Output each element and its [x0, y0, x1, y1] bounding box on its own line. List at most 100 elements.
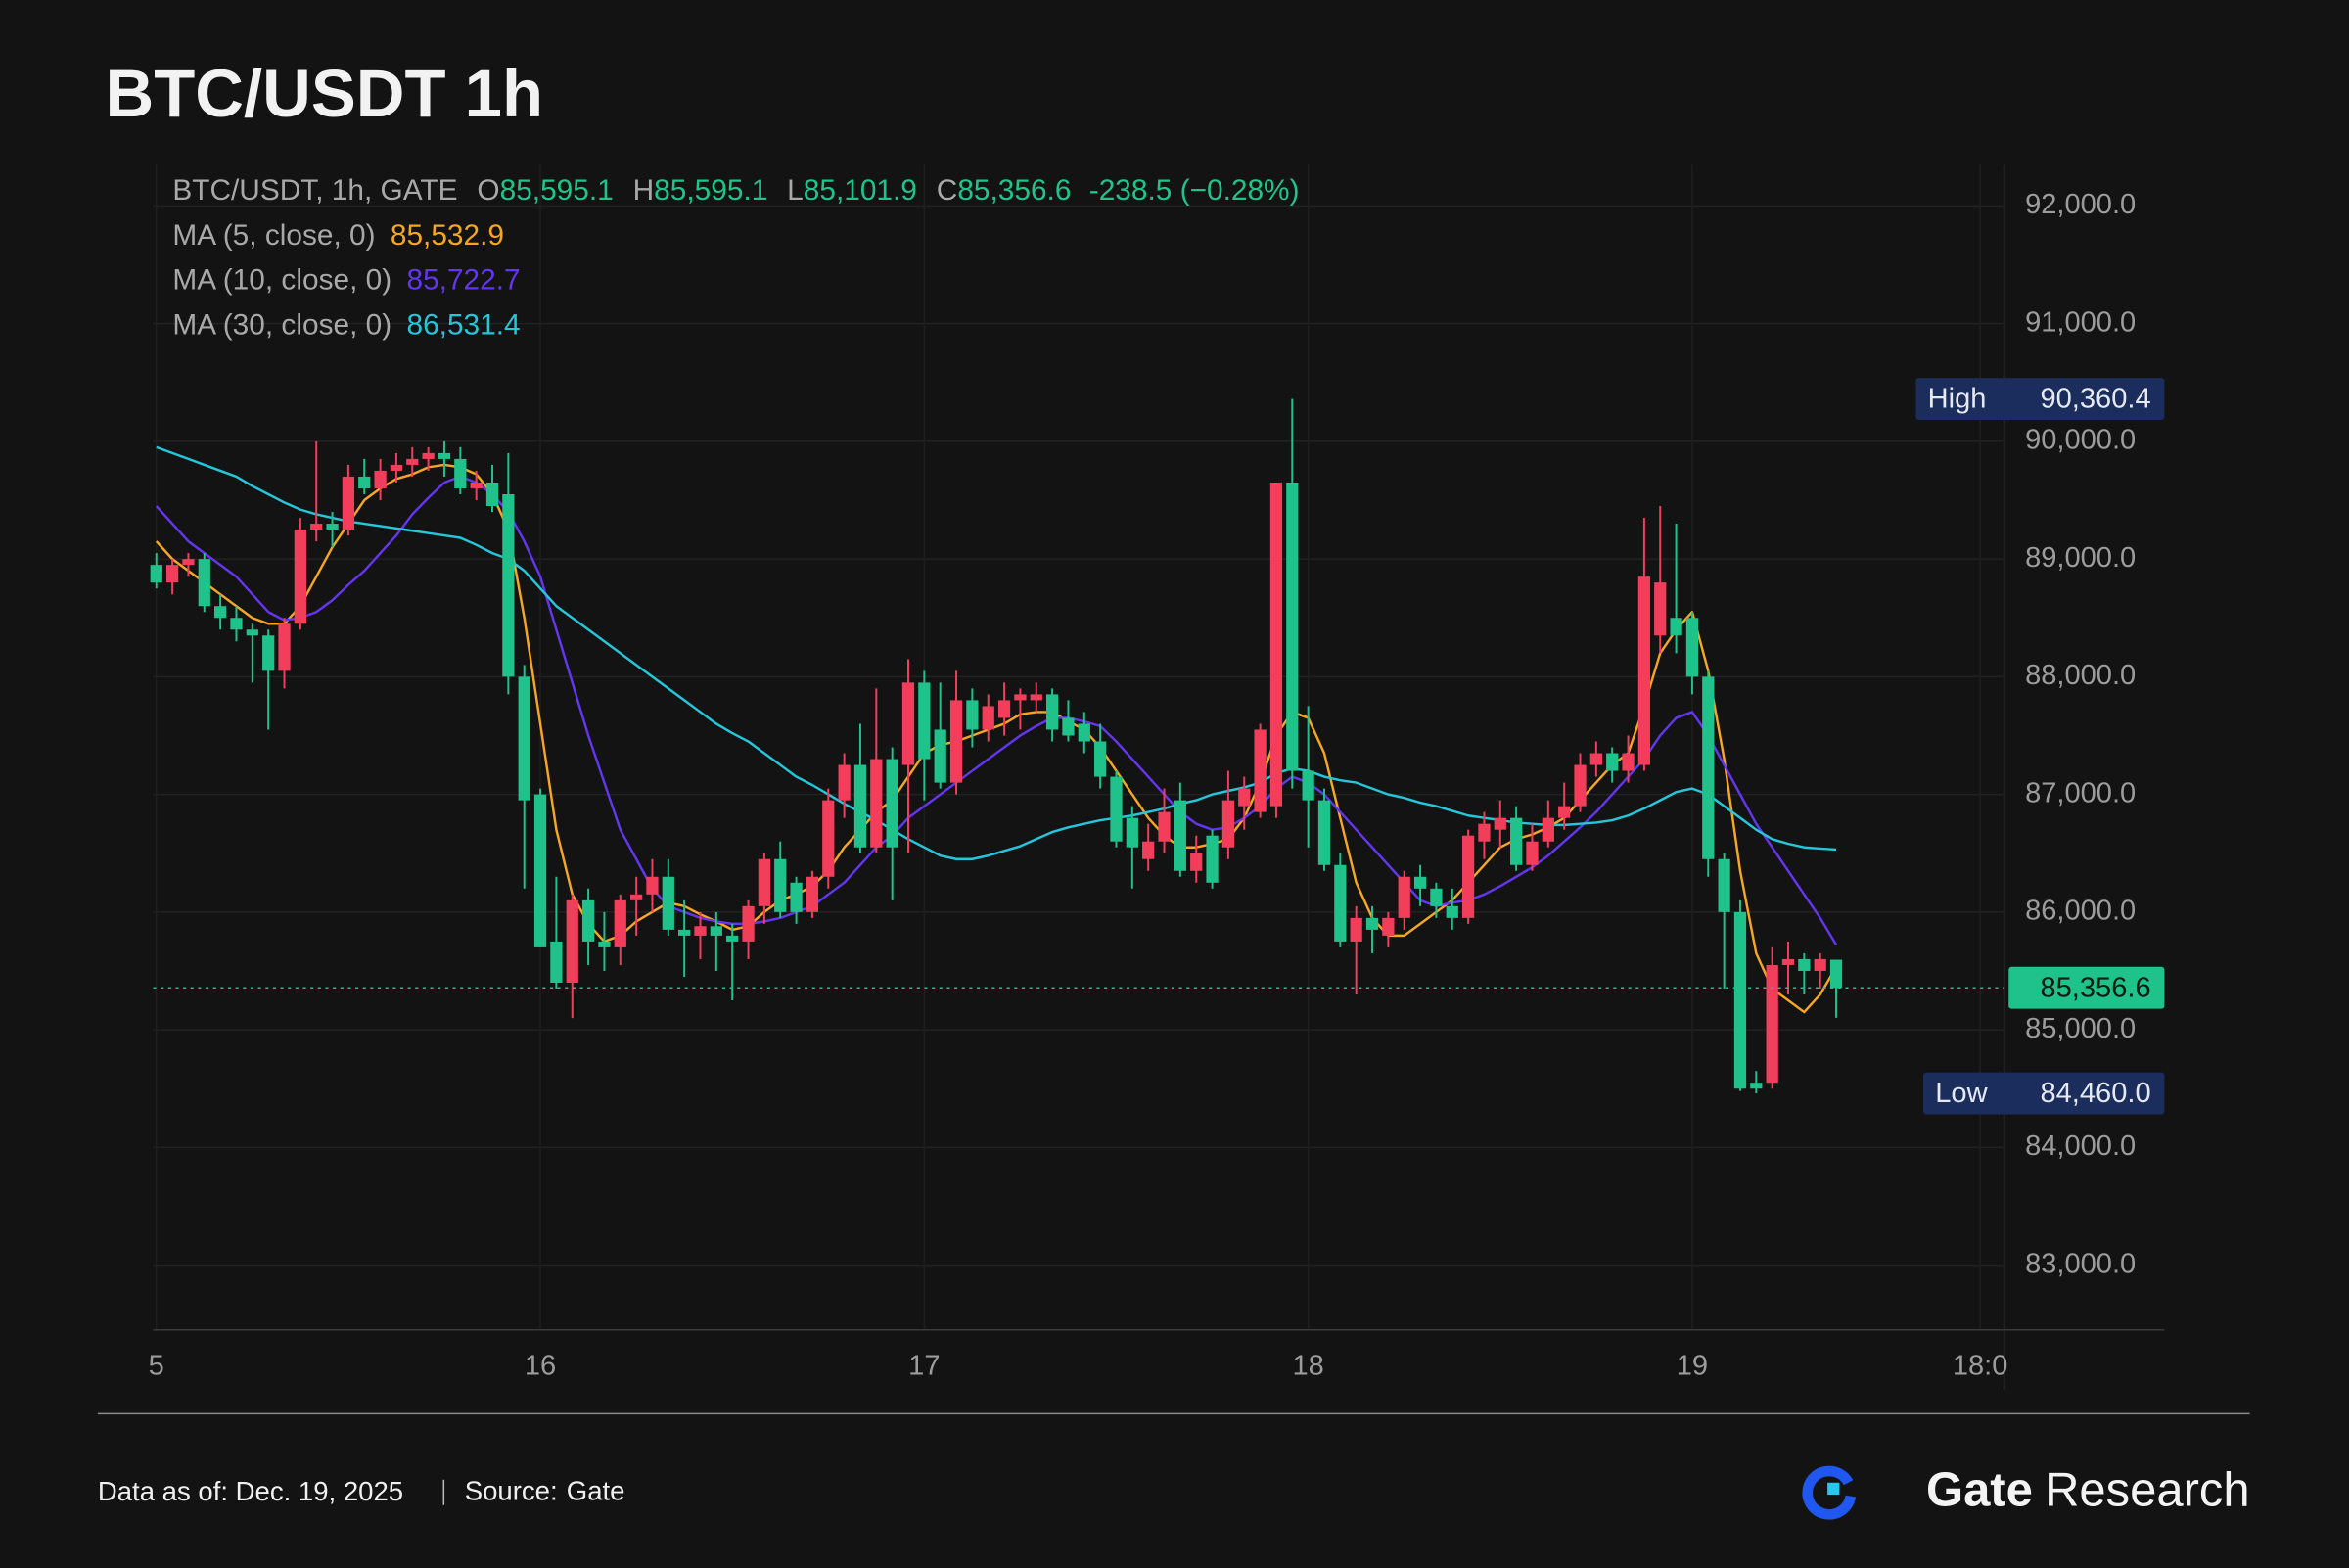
candle-body — [1589, 753, 1602, 765]
ma-line — [155, 463, 1838, 1014]
candle-body — [1510, 817, 1523, 865]
candle-body — [1574, 764, 1587, 807]
candle-body — [358, 476, 371, 488]
legend-value: 85,595.1 — [500, 174, 614, 207]
legend-key: H — [633, 174, 655, 207]
y-tick-label: 90,000.0 — [2025, 425, 2136, 456]
candle-body — [262, 635, 275, 671]
candle-body — [886, 759, 898, 848]
candle-body — [1750, 1083, 1763, 1089]
ma-legend: MA (5, close, 0) 85,532.9 MA (10, close, 0… — [172, 219, 520, 342]
candle-body — [806, 876, 819, 912]
candle-body — [694, 926, 707, 936]
candle-body — [1269, 482, 1283, 807]
candle-body — [790, 882, 803, 912]
candle-body — [1062, 717, 1075, 736]
candle-body — [1078, 723, 1090, 742]
legend-value: 85,356.6 — [957, 174, 1071, 207]
ma-line — [155, 475, 1838, 945]
candle-body — [1302, 770, 1314, 801]
candle-body — [1526, 841, 1539, 865]
candle-body — [1685, 618, 1699, 677]
candle-body — [934, 729, 946, 783]
price-marker-value: 84,460.0 — [2040, 1078, 2150, 1109]
legend-key: L — [787, 174, 804, 207]
candle-body — [150, 565, 162, 583]
ma-legend-value: 86,531.4 — [406, 308, 520, 341]
candle-body — [470, 482, 483, 488]
candle-body — [310, 524, 323, 530]
candle-body — [1350, 917, 1362, 942]
candle-body — [422, 452, 435, 459]
candle-body — [342, 476, 355, 530]
candle-body — [678, 929, 691, 936]
candle-body — [918, 682, 931, 760]
candle-body — [246, 629, 258, 636]
price-marker-label: Low — [1935, 1078, 1988, 1109]
price-marker-tag — [1923, 1072, 2165, 1115]
source-name: Gate — [567, 1476, 625, 1506]
candle-body — [1654, 582, 1667, 636]
y-tick-label: 85,000.0 — [2025, 1013, 2136, 1044]
y-tick-label: 88,000.0 — [2025, 660, 2136, 691]
candle-body — [1446, 905, 1458, 918]
candle-body — [1670, 618, 1682, 636]
candle-body — [1622, 753, 1635, 771]
candle-body — [966, 700, 979, 730]
y-tick-label: 83,000.0 — [2025, 1248, 2136, 1279]
candle-body — [1126, 817, 1138, 848]
candle-body — [326, 524, 339, 530]
y-tick-label: 92,000.0 — [2025, 189, 2136, 220]
candle-body — [1045, 694, 1059, 730]
candle-body — [901, 682, 915, 765]
candle-body — [1461, 835, 1475, 918]
candle-body — [1829, 959, 1843, 989]
candle-body — [485, 482, 499, 507]
brand-logo — [1802, 1465, 1857, 1520]
candle-body — [758, 858, 771, 906]
logo-icon — [1802, 1465, 1857, 1520]
candle-body — [1702, 676, 1715, 859]
candle-body — [870, 759, 883, 848]
chart-title: BTC/USDT 1h — [106, 56, 543, 131]
price-marker-value: 90,360.4 — [2040, 384, 2150, 415]
candle-body — [1158, 811, 1171, 842]
candle-body — [502, 493, 515, 677]
brand-text: Gate Research — [1926, 1463, 2250, 1516]
legend-value: 85,595.1 — [654, 174, 767, 207]
x-tick-label: 19 — [1677, 1351, 1708, 1382]
candle-body — [1254, 729, 1267, 812]
footer-source: Source: Gate — [465, 1476, 625, 1506]
ma-legend-item: MA (10, close, 0) 85,722.7 — [172, 264, 520, 297]
candle-body — [1718, 858, 1730, 912]
candle-body — [518, 676, 530, 801]
candle-body — [1317, 800, 1331, 865]
y-tick-label: 91,000.0 — [2025, 306, 2136, 338]
candle-body — [406, 458, 419, 465]
candle-body — [1766, 964, 1778, 1084]
legend-key: C — [937, 174, 958, 207]
candle-body — [1814, 958, 1826, 971]
footer-date: Data as of: Dec. 19, 2025 — [98, 1476, 403, 1506]
candle-body — [1413, 876, 1427, 889]
candle-body — [550, 941, 563, 983]
candle-body — [949, 700, 963, 783]
candle-body — [838, 764, 851, 801]
candle-body — [1110, 776, 1123, 842]
candle-body — [581, 899, 595, 942]
logo-icon — [1827, 1482, 1840, 1496]
price-marker-tag — [1915, 378, 2165, 420]
brand-suffix: Research — [2045, 1463, 2250, 1516]
x-tick-label: 18 — [1292, 1351, 1323, 1382]
legend-symbol: BTC/USDT, 1h, GATE — [172, 174, 457, 207]
price-marker-label: High — [1928, 384, 1987, 415]
ma-legend-name: MA (10, close, 0) — [172, 264, 392, 297]
y-tick-label: 86,000.0 — [2025, 896, 2136, 927]
candle-body — [230, 618, 243, 630]
candle-body — [1542, 817, 1554, 842]
y-tick-label: 84,000.0 — [2025, 1130, 2136, 1162]
ma-legend-name: MA (30, close, 0) — [172, 308, 392, 341]
candle-body — [997, 700, 1011, 718]
ma-legend-item: MA (30, close, 0) 86,531.4 — [172, 308, 520, 341]
